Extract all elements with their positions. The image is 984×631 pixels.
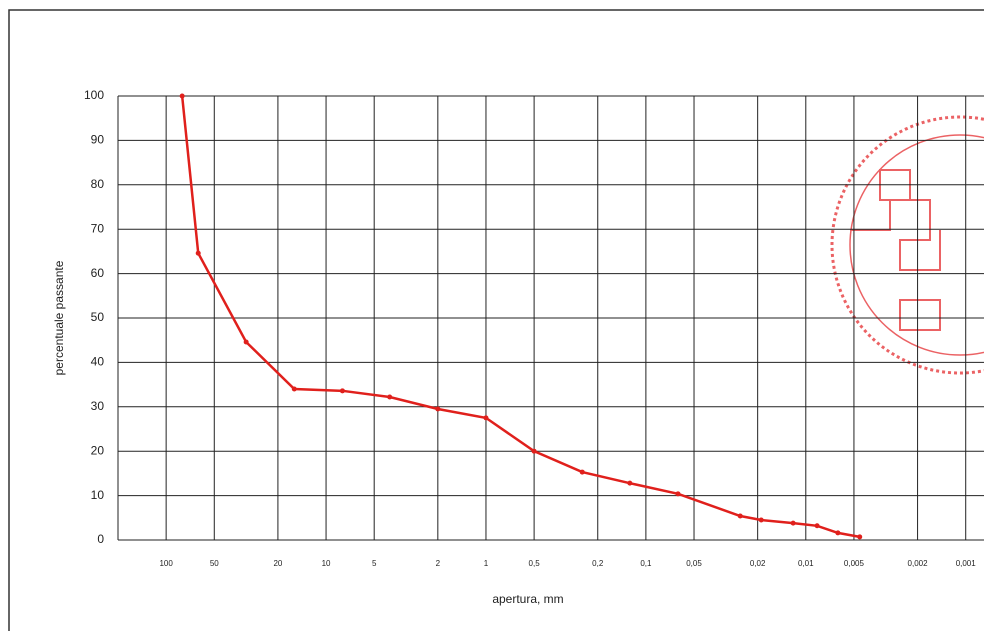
data-point <box>737 513 743 519</box>
x-tick-label: 0,1 <box>640 559 652 568</box>
stamp <box>830 115 984 375</box>
data-point <box>179 93 185 99</box>
y-tick-label: 10 <box>91 488 105 502</box>
data-point <box>435 406 441 412</box>
data-point <box>195 250 201 256</box>
x-tick-label: 50 <box>210 559 219 568</box>
x-tick-label: 0,2 <box>592 559 604 568</box>
y-axis-label: percentuale passante <box>52 260 66 375</box>
y-tick-label: 60 <box>91 266 105 280</box>
x-tick-label: 0,01 <box>798 559 814 568</box>
x-tick-label: 0,002 <box>908 559 929 568</box>
y-tick-label: 30 <box>91 399 105 413</box>
data-point <box>531 448 537 454</box>
x-tick-label: 100 <box>159 559 173 568</box>
data-point <box>243 339 249 345</box>
data-point <box>627 480 633 486</box>
x-tick-label: 20 <box>273 559 282 568</box>
y-tick-label: 90 <box>91 133 105 147</box>
x-tick-label: 0,05 <box>686 559 702 568</box>
data-point <box>857 534 863 540</box>
data-point <box>387 394 393 400</box>
data-point <box>339 388 345 394</box>
data-point <box>675 491 681 497</box>
x-tick-label: 1 <box>484 559 489 568</box>
y-tick-label: 20 <box>91 443 105 457</box>
data-point <box>291 386 297 392</box>
data-point <box>835 530 841 536</box>
x-tick-label: 0,001 <box>956 559 977 568</box>
y-tick-label: 40 <box>91 355 105 369</box>
y-tick-label: 0 <box>97 532 104 546</box>
x-tick-label: 10 <box>322 559 331 568</box>
x-tick-label: 0,02 <box>750 559 766 568</box>
y-tick-label: 70 <box>91 221 105 235</box>
data-point <box>790 520 796 526</box>
data-point <box>579 469 585 475</box>
x-axis-label: apertura, mm <box>492 592 563 606</box>
x-tick-label: 0,005 <box>844 559 865 568</box>
data-line <box>180 95 860 539</box>
y-tick-label: 80 <box>91 177 105 191</box>
x-tick-label: 2 <box>436 559 441 568</box>
data-point <box>758 517 764 523</box>
x-tick-label: 0,5 <box>529 559 541 568</box>
data-point <box>483 415 489 421</box>
x-tick-label: 5 <box>372 559 377 568</box>
data-point <box>814 523 820 529</box>
y-tick-label: 100 <box>84 88 104 102</box>
frame <box>8 9 984 631</box>
y-tick-label: 50 <box>91 310 105 324</box>
